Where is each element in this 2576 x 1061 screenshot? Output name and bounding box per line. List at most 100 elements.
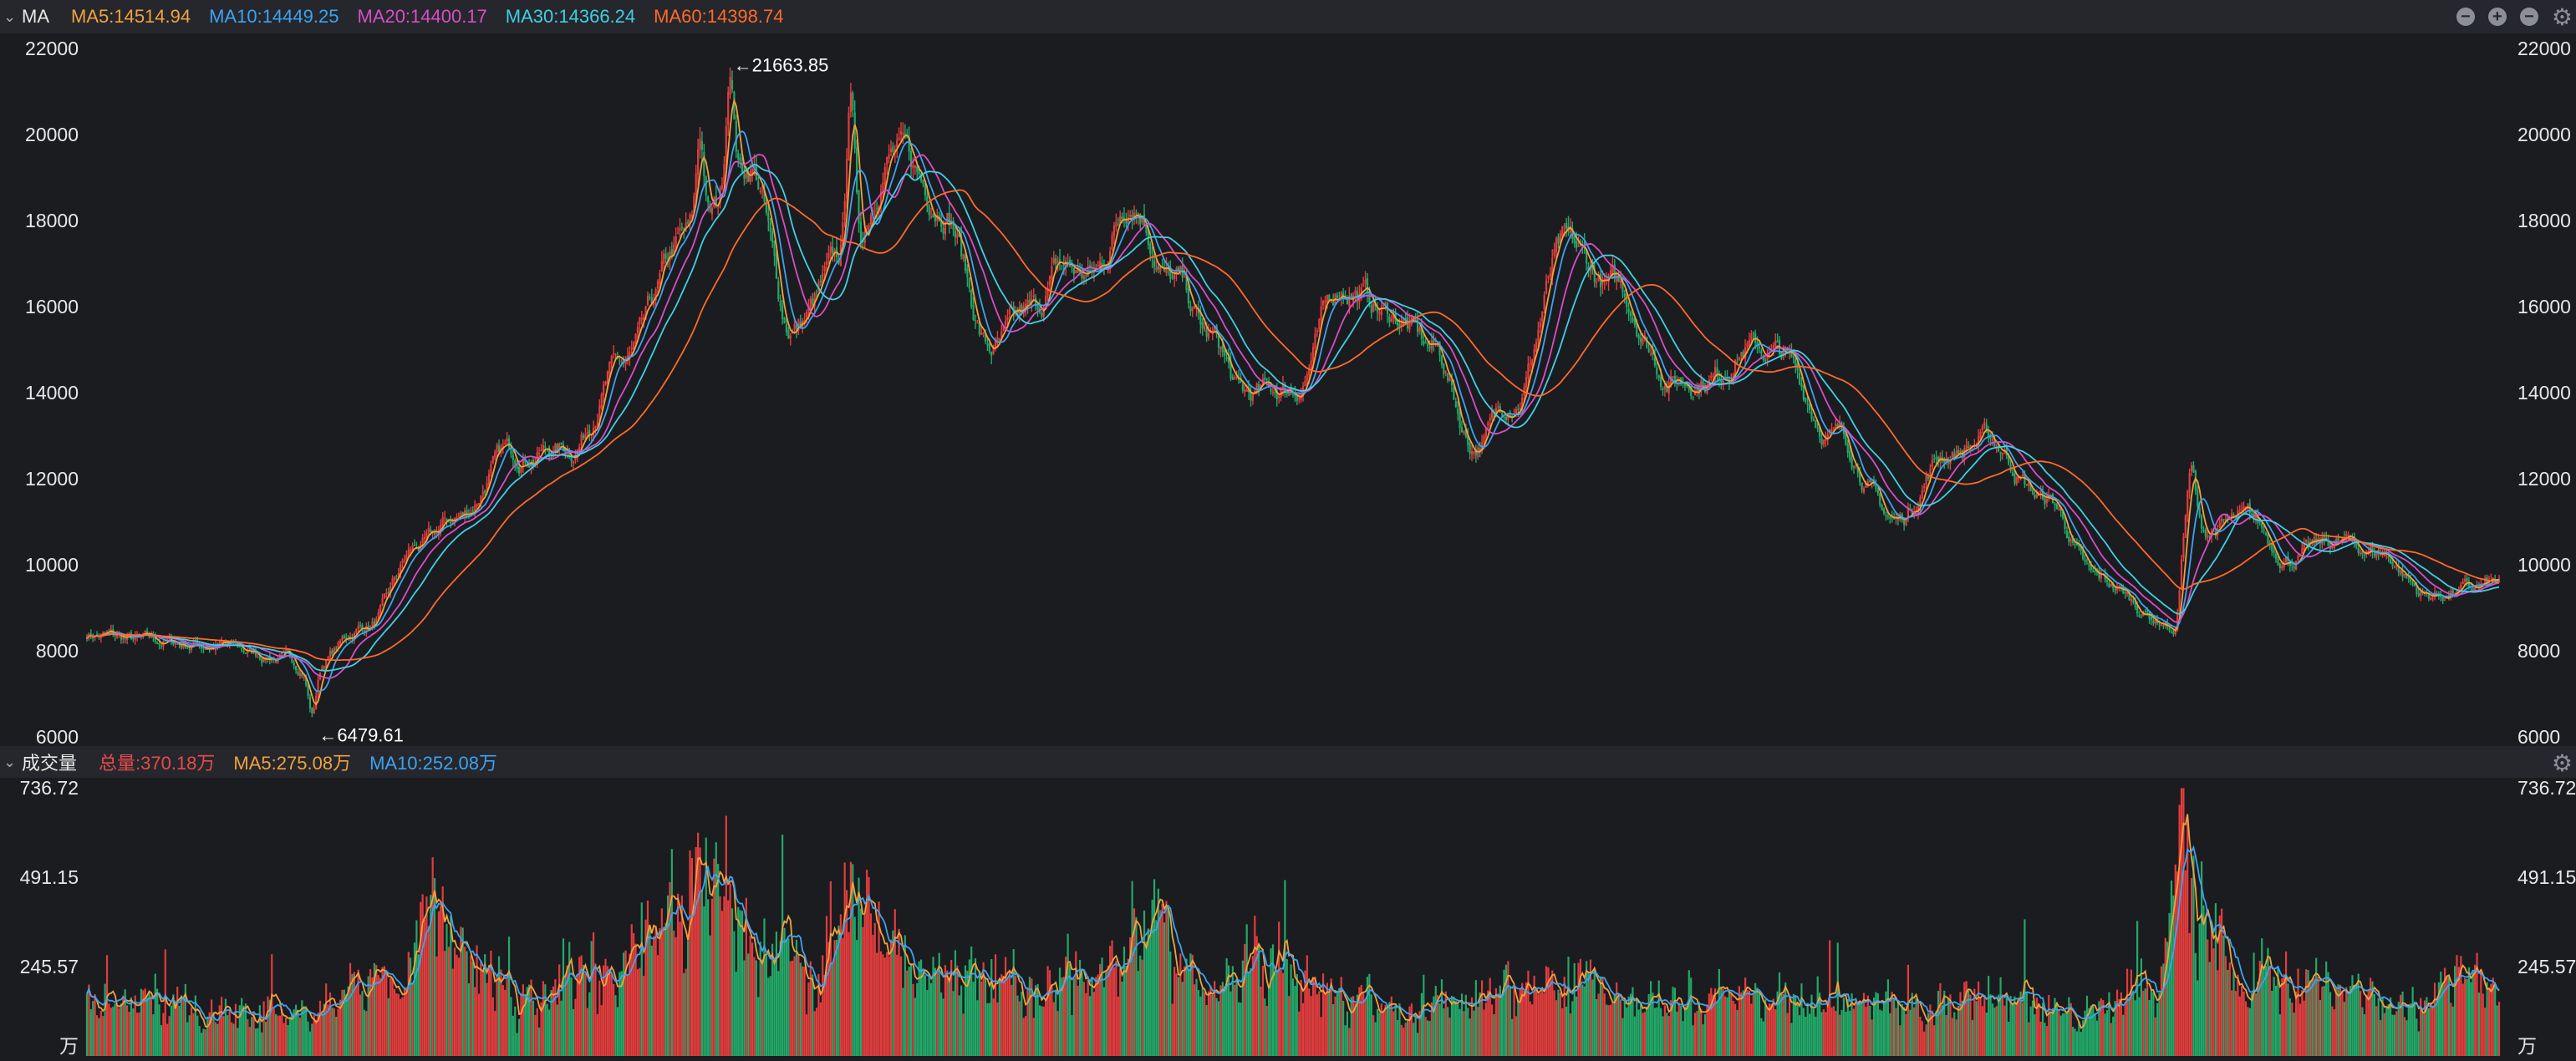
remove-icon[interactable]: − [2519,8,2538,26]
min-price-label: ←6479.61 [318,724,404,745]
volume-bar [580,955,583,1056]
candle-body [1690,388,1693,397]
volume-bar [1642,1013,1644,1056]
volume-bar [2214,903,2217,1056]
volume-bar [2041,1003,2044,1056]
candle-body [1816,428,1819,429]
volume-bar [1000,974,1003,1056]
candle-body [1981,425,1984,430]
price-panel-controls: − + − ⚙ [2456,0,2576,33]
candle-body [1314,333,1316,348]
candle-body [1808,404,1811,410]
candle-body [1800,383,1803,388]
volume-bar [2150,988,2153,1056]
volume-bar [1836,942,1839,1056]
volume-bar [343,989,345,1056]
candle-body [710,208,714,215]
volume-bar [232,1023,235,1056]
candle-body [2451,589,2454,594]
candle-body [761,190,764,191]
candle-body [1105,265,1107,268]
volume-bar [2168,912,2171,1056]
candle-body [1892,518,1896,520]
volume-bar [1310,996,1312,1056]
gear-icon[interactable]: ⚙ [2551,3,2573,30]
gear-icon[interactable]: ⚙ [2551,749,2573,776]
candle-body [795,325,798,329]
candle-body [254,650,257,656]
volume-bar [2152,992,2155,1056]
volume-bar [2309,980,2312,1056]
volume-bar [425,896,428,1056]
volume-bar [1696,1011,1698,1056]
volume-bar [254,1028,257,1056]
candle-body [1214,326,1216,332]
price-tick-right-3: 16000 [2517,296,2571,317]
volume-bar [1915,998,1917,1056]
volume-bar [633,933,635,1056]
volume-bar [335,1017,338,1056]
volume-bar [1703,1014,1707,1056]
volume-bar [879,951,883,1056]
volume-bar [1752,992,1754,1056]
volume-bar [1796,1002,1799,1056]
candle-body [2450,590,2452,596]
candle-body [1392,313,1395,319]
volume-bar [1927,1013,1930,1056]
candle-body [1772,345,1774,352]
volume-bar [1111,940,1113,1056]
volume-bar [1061,977,1063,1056]
candle-body [1460,427,1464,432]
volume-bar [2441,982,2444,1056]
volume-bar [1738,986,1741,1056]
volume-bar [2104,1013,2106,1056]
volume-bar [252,1012,255,1056]
candle-body [1025,304,1027,309]
volume-bar [1342,1001,1345,1056]
candle-body [1187,288,1190,304]
volume-bar [2254,993,2258,1056]
candle-body [122,637,125,640]
candle-body [1403,318,1405,324]
volume-bar [1145,942,1148,1056]
candle-body [869,215,873,225]
volume-bar [789,961,792,1056]
candle-body [1006,317,1009,321]
volume-bar [1941,1004,1943,1056]
volume-bar [528,984,531,1056]
candle-body [2105,580,2109,582]
volume-bar [1774,1009,1777,1056]
candle-body [2261,523,2263,529]
volume-bar [686,940,690,1056]
candle-body [1812,418,1815,421]
volume-bar [115,1005,119,1056]
collapse-chevron-icon[interactable]: ⌄ [3,753,17,770]
candle-body [899,131,903,135]
candle-body [1953,454,1956,459]
collapse-chevron-icon[interactable]: ⌄ [3,8,17,25]
volume-bar [461,927,464,1056]
price-tick-right-4: 14000 [2517,382,2571,404]
volume-bar [1629,993,1632,1056]
candle-body [683,228,685,231]
volume-bar [1979,998,1982,1056]
volume-bar [769,976,771,1056]
minimize-icon[interactable]: − [2456,8,2475,26]
candle-body [174,643,176,645]
volume-bar [703,906,705,1056]
volume-bar [1438,1003,1441,1056]
price-tick-left-4: 14000 [25,382,79,404]
volume-bar [517,1018,521,1056]
volume-bar [2251,992,2253,1056]
add-icon[interactable]: + [2487,8,2507,26]
candle-body [2283,562,2285,568]
volume-bar [248,1027,251,1056]
volume-bar [1840,1009,1843,1056]
candle-body [918,169,920,175]
candle-body [1991,439,1994,441]
volume-bar [1913,1007,1916,1056]
candle-body [2254,515,2258,519]
volume-bar [2447,977,2450,1056]
candle-body [311,708,313,713]
